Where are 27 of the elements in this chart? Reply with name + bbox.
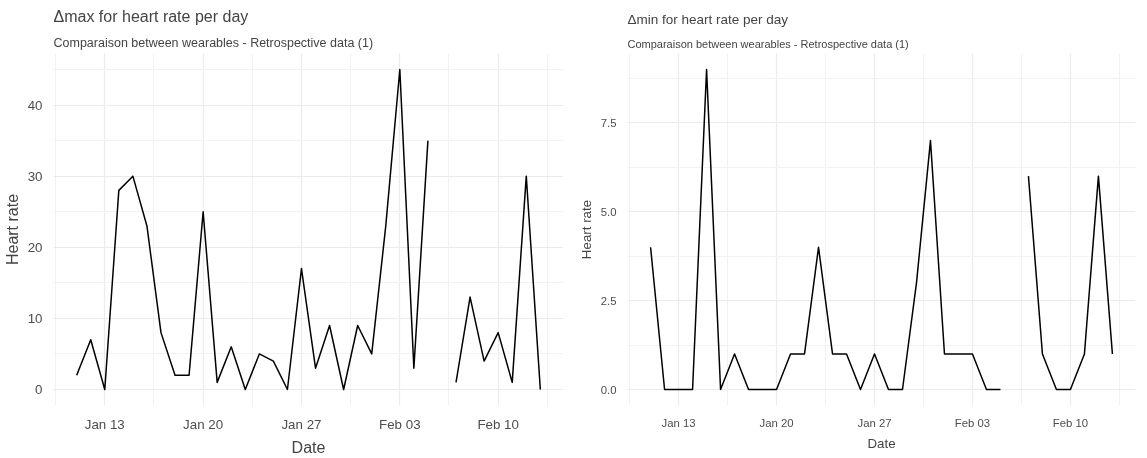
x-tick-label: Feb 03: [379, 416, 421, 432]
y-tick-label: 10: [27, 310, 43, 326]
y-axis-title: Heart rate: [3, 193, 21, 266]
y-tick-label: 20: [27, 239, 43, 255]
x-tick-label: Feb 10: [477, 416, 519, 432]
x-tick-label: Jan 13: [84, 416, 125, 432]
y-tick-label: 0: [35, 382, 43, 397]
y-tick-label: 30: [27, 168, 43, 184]
y-tick-label: 0.0: [600, 383, 617, 396]
y-tick-label: 7.5: [600, 116, 617, 129]
chart-title: Δmin for heart rate per day: [627, 11, 789, 27]
x-tick-label: Jan 20: [759, 416, 794, 429]
x-tick-label: Jan 27: [857, 416, 892, 429]
x-tick-label: Jan 27: [281, 416, 322, 432]
x-tick-label: Feb 10: [1052, 416, 1089, 429]
y-tick-label: 40: [27, 97, 43, 113]
y-tick-label: 2.5: [600, 294, 617, 307]
x-tick-label: Jan 13: [661, 416, 696, 429]
y-axis-title: Heart rate: [578, 199, 594, 260]
x-tick-label: Feb 03: [954, 416, 991, 429]
x-axis-title: Date: [291, 438, 326, 456]
x-tick-label: Jan 20: [183, 416, 224, 432]
chart-subtitle: Comparaison between wearables - Retrospective data (1): [53, 35, 374, 50]
chart-subtitle: Comparaison between wearables - Retrospective data (1): [627, 37, 909, 50]
x-axis-title: Date: [867, 435, 896, 451]
y-tick-label: 5.0: [600, 205, 617, 218]
chart-title: Δmax for heart rate per day: [53, 7, 249, 25]
